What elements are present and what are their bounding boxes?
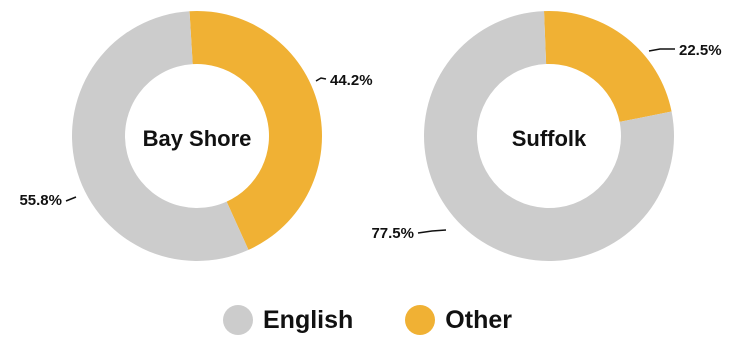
donut-title-bay-shore: Bay Shore [143, 126, 252, 151]
legend: English Other [0, 303, 735, 337]
slice-suffolk-english [424, 11, 674, 261]
leader-line-suffolk-english [417, 229, 447, 234]
legend-item-english: English [223, 305, 353, 335]
slice-label-bay-shore-english: 55.8% [19, 192, 62, 209]
legend-label-english: English [263, 305, 354, 334]
leader-line-bay-shore-other [315, 77, 327, 82]
donut-title-suffolk: Suffolk [512, 126, 587, 151]
leader-line-suffolk-other [648, 48, 675, 52]
legend-swatch-english [223, 305, 253, 335]
slice-bay-shore-english [71, 11, 249, 262]
slice-label-bay-shore-other: 44.2% [330, 72, 373, 89]
legend-swatch-other [405, 305, 436, 335]
slice-bay-shore-other [189, 11, 322, 250]
slice-label-suffolk-english: 77.5% [371, 225, 414, 242]
legend-item-other: Other [405, 305, 512, 335]
donut-bay-shore: Bay Shore 44.2% 55.8% [19, 11, 373, 262]
leader-line-bay-shore-english [65, 196, 77, 202]
legend-label-other: Other [445, 305, 512, 334]
slice-suffolk-other [544, 11, 672, 122]
donut-suffolk: Suffolk 22.5% 77.5% [371, 11, 722, 261]
slice-label-suffolk-other: 22.5% [679, 42, 722, 59]
